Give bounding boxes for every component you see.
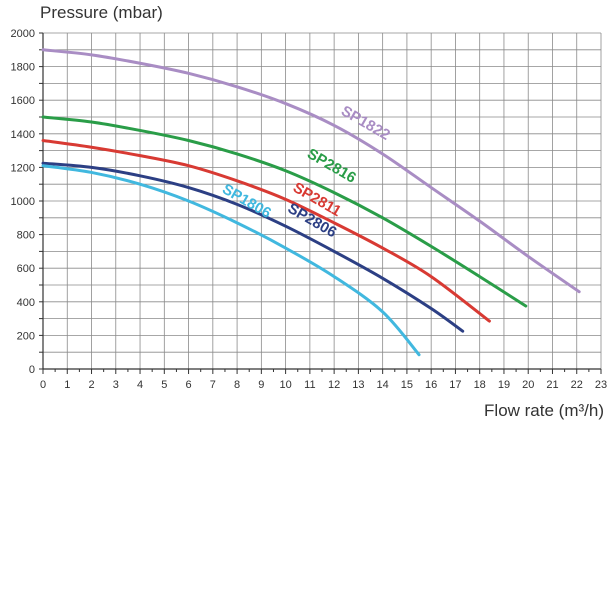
x-tick-label: 23	[595, 379, 607, 391]
series-line-sp1822	[41, 48, 581, 294]
y-tick-label: 1400	[11, 129, 35, 141]
series-line-sp1806	[41, 164, 421, 357]
x-axis-title: Flow rate (m³/h)	[484, 401, 604, 420]
series-label-sp2816: SP2816	[304, 145, 359, 186]
y-tick-label: 400	[17, 297, 35, 309]
x-tick-label: 11	[304, 379, 315, 391]
y-tick-label: 1000	[11, 196, 35, 208]
x-tick-label: 5	[161, 379, 167, 391]
axes	[39, 32, 602, 374]
x-tick-label: 2	[88, 379, 94, 391]
series-line-sp2806	[41, 161, 465, 333]
x-tick-label: 14	[377, 379, 389, 391]
x-tick-label: 10	[279, 379, 291, 391]
x-tick-label: 6	[186, 379, 192, 391]
x-tick-labels: 0 1 2 3 4 5 6 7 8 9 10 11 12 13 14 15 16 17 18 19 20 21 22 23	[40, 379, 607, 391]
x-tick-label: 15	[401, 379, 413, 391]
x-tick-label: 9	[258, 379, 264, 391]
x-tick-label: 12	[328, 379, 340, 391]
y-tick-label: 0	[29, 364, 35, 376]
x-tick-label: 8	[234, 379, 240, 391]
y-tick-label: 2000	[11, 28, 35, 40]
series-label-sp1822: SP1822	[338, 102, 393, 143]
x-tick-label: 3	[113, 379, 119, 391]
y-axis-title: Pressure (mbar)	[40, 3, 163, 22]
series-line-sp2816	[41, 115, 528, 308]
x-tick-label: 0	[40, 379, 46, 391]
y-tick-label: 600	[17, 263, 35, 275]
x-tick-label: 20	[522, 379, 534, 391]
y-tick-labels: 0 200 400 600 800 1000 1200 1400 1600 1800 2000	[11, 28, 35, 376]
x-tick-label: 18	[474, 379, 486, 391]
y-tick-label: 200	[17, 330, 35, 342]
x-tick-label: 17	[449, 379, 461, 391]
x-tick-label: 4	[137, 379, 143, 391]
series-lines	[41, 48, 581, 357]
x-tick-label: 16	[425, 379, 437, 391]
x-tick-label: 13	[352, 379, 364, 391]
x-tick-label: 22	[571, 379, 583, 391]
x-tick-label: 21	[546, 379, 558, 391]
y-tick-label: 800	[17, 230, 35, 242]
x-tick-label: 19	[498, 379, 510, 391]
y-tick-label: 1800	[11, 62, 35, 74]
x-tick-label: 1	[64, 379, 70, 391]
x-tick-label: 7	[210, 379, 216, 391]
y-tick-label: 1600	[11, 95, 35, 107]
y-tick-label: 1200	[11, 162, 35, 174]
series-line-sp2811	[41, 139, 491, 323]
